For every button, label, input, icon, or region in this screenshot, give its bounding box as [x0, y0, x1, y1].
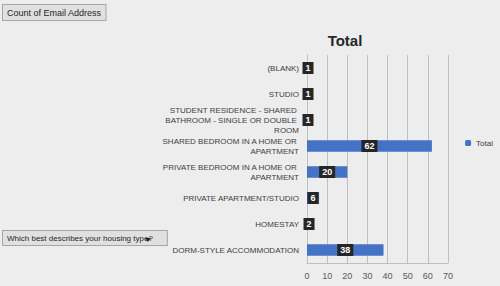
svg-text:70: 70 [443, 271, 453, 281]
svg-text:(BLANK): (BLANK) [267, 64, 299, 73]
svg-text:Total: Total [476, 139, 493, 148]
svg-text:STUDIO: STUDIO [269, 90, 299, 99]
svg-text:APARTMENT: APARTMENT [250, 147, 299, 156]
svg-text:40: 40 [383, 271, 393, 281]
svg-text:10: 10 [322, 271, 332, 281]
svg-text:DORM-STYLE ACCOMMODATION: DORM-STYLE ACCOMMODATION [172, 246, 299, 255]
svg-text:60: 60 [423, 271, 433, 281]
svg-text:Count of Email Address: Count of Email Address [7, 8, 102, 18]
svg-text:PRIVATE BEDROOM IN A HOME OR: PRIVATE BEDROOM IN A HOME OR [163, 163, 299, 172]
svg-text:STUDENT RESIDENCE - SHARED: STUDENT RESIDENCE - SHARED [170, 106, 299, 115]
svg-text:Total: Total [328, 32, 363, 49]
svg-text:1: 1 [305, 115, 310, 125]
svg-text:6: 6 [311, 193, 316, 203]
svg-text:20: 20 [342, 271, 352, 281]
svg-text:HOMESTAY: HOMESTAY [255, 220, 299, 229]
svg-text:BATHROOM - SINGLE OR DOUBLE: BATHROOM - SINGLE OR DOUBLE [165, 116, 299, 125]
svg-text:62: 62 [364, 141, 374, 151]
svg-text:0: 0 [304, 271, 309, 281]
svg-text:1: 1 [305, 89, 310, 99]
svg-text:ROOM: ROOM [274, 126, 299, 135]
svg-text:50: 50 [403, 271, 413, 281]
svg-text:2: 2 [307, 219, 312, 229]
svg-text:38: 38 [340, 245, 350, 255]
svg-text:1: 1 [305, 63, 310, 73]
svg-text:APARTMENT: APARTMENT [250, 173, 299, 182]
svg-text:30: 30 [362, 271, 372, 281]
svg-text:PRIVATE APARTMENT/STUDIO: PRIVATE APARTMENT/STUDIO [183, 194, 299, 203]
svg-text:20: 20 [322, 167, 332, 177]
svg-text:Which best describes your hous: Which best describes your housing type? [7, 234, 153, 243]
svg-text:SHARED BEDROOM IN A HOME OR: SHARED BEDROOM IN A HOME OR [163, 137, 299, 146]
